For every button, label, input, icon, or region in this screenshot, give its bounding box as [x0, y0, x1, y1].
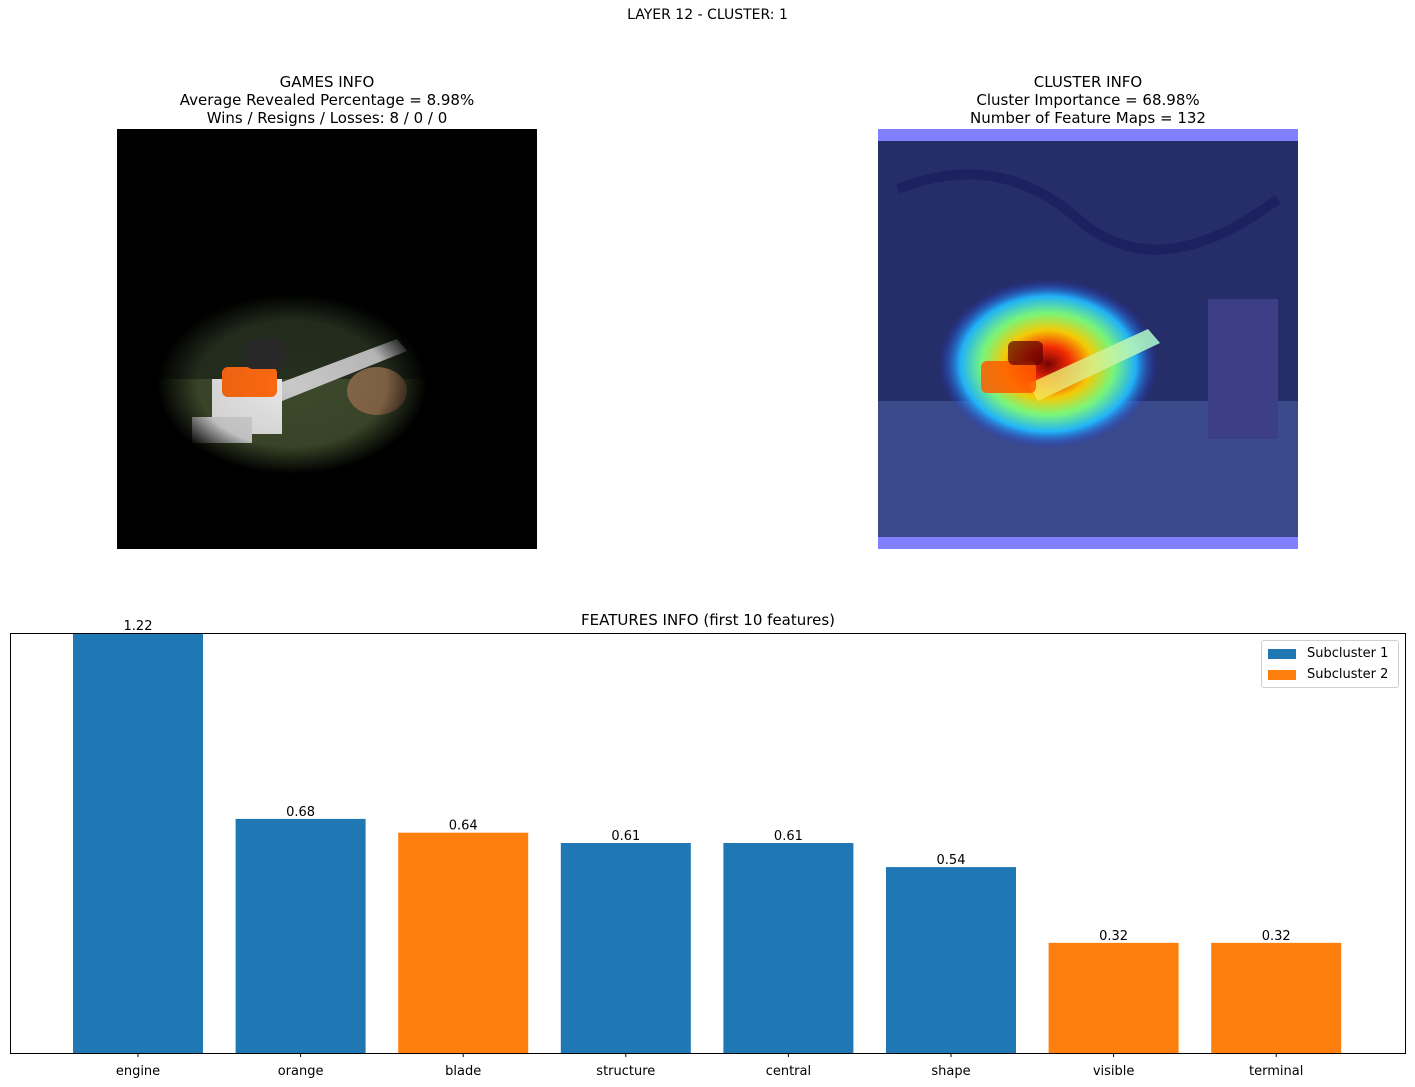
legend: Subcluster 1 Subcluster 2	[1261, 640, 1399, 688]
cluster-info-heading: CLUSTER INFO	[1033, 73, 1143, 91]
x-tick-label-engine: engine	[116, 1064, 160, 1079]
bar-structure	[560, 843, 691, 1053]
x-tick-label-structure: structure	[596, 1064, 655, 1079]
value-label-engine: 1.22	[124, 619, 153, 634]
value-label-terminal: 0.32	[1262, 929, 1291, 944]
wins-resigns-losses: Wins / Resigns / Losses: 8 / 0 / 0	[206, 109, 448, 127]
games-info-title-block: GAMES INFO Average Revealed Percentage =…	[117, 73, 537, 127]
legend-label-subcluster-2: Subcluster 2	[1307, 667, 1389, 682]
legend-label-subcluster-1: Subcluster 1	[1307, 646, 1389, 661]
x-tick-label-visible: visible	[1093, 1064, 1135, 1079]
legend-swatch-subcluster-2	[1268, 669, 1296, 680]
value-label-orange: 0.68	[286, 805, 315, 820]
legend-item-subcluster-2: Subcluster 2	[1268, 667, 1388, 682]
bar-terminal	[1211, 942, 1342, 1053]
revealed-region-image	[117, 129, 537, 549]
x-tick-label-orange: orange	[278, 1064, 324, 1079]
games-info-heading: GAMES INFO	[279, 73, 375, 91]
chart-title: FEATURES INFO (first 10 features)	[581, 611, 835, 629]
bar-engine	[73, 633, 203, 1053]
x-tick-label-blade: blade	[445, 1064, 481, 1079]
bar-central	[723, 843, 854, 1053]
feature-maps-count: Number of Feature Maps = 132	[970, 109, 1206, 127]
plot-frame	[10, 633, 1406, 1054]
legend-item-subcluster-1: Subcluster 1	[1268, 646, 1388, 661]
x-tick-label-shape: shape	[931, 1064, 970, 1079]
value-label-structure: 0.61	[611, 829, 640, 844]
bar-visible	[1048, 942, 1179, 1053]
value-label-visible: 0.32	[1099, 929, 1128, 944]
value-label-shape: 0.54	[937, 853, 966, 868]
value-label-central: 0.61	[774, 829, 803, 844]
bar-orange	[235, 818, 366, 1053]
x-tick-label-central: central	[766, 1064, 811, 1079]
cluster-info-title-block: CLUSTER INFO Cluster Importance = 68.98%…	[878, 73, 1298, 127]
bar-blade	[398, 832, 529, 1053]
cluster-heatmap-image	[878, 129, 1298, 549]
figure-title: LAYER 12 - CLUSTER: 1	[627, 7, 788, 23]
bar-shape	[886, 867, 1016, 1053]
average-revealed-percentage: Average Revealed Percentage = 8.98%	[179, 91, 475, 109]
cluster-importance: Cluster Importance = 68.98%	[976, 91, 1200, 109]
value-label-blade: 0.64	[449, 819, 478, 834]
x-tick-label-terminal: terminal	[1249, 1064, 1303, 1079]
legend-swatch-subcluster-1	[1268, 648, 1296, 659]
